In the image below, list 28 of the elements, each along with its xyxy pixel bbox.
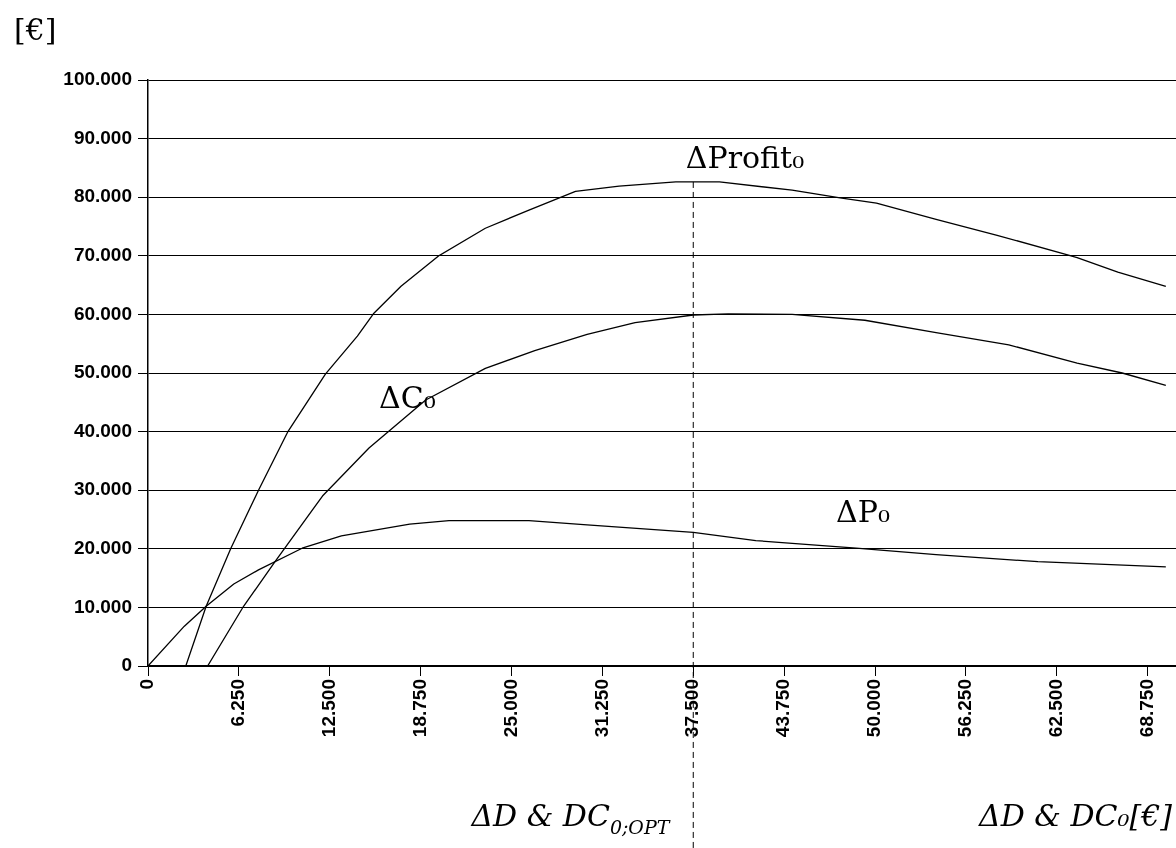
x-tick-label: 31.250 [590,679,612,738]
x-tick-label: 0 [136,679,158,690]
y-tick-label: 10.000 [73,595,132,617]
series-label: ΔP₀ [836,494,890,530]
x-tick-label: 50.000 [863,679,885,738]
series-label: ΔProfit₀ [685,139,805,175]
y-tick-label: 70.000 [73,244,132,266]
y-tick-label: 60.000 [73,302,132,324]
x-tick-label: 25.000 [499,679,521,738]
y-tick-label: 40.000 [73,419,132,441]
y-tick-label: 90.000 [73,126,132,148]
y-tick-label: 100.000 [63,68,132,90]
x-axis-title: ΔD & DC₀[€] [977,798,1173,833]
x-tick-label: 18.750 [408,679,430,738]
x-tick-label: 37.500 [681,679,703,738]
x-tick-label: 43.750 [772,679,794,738]
y-tick-label: 50.000 [73,361,132,383]
x-tick-label: 62.500 [1045,679,1066,738]
series-label: ΔC₀ [379,380,436,416]
x-tick-label: 68.750 [1135,679,1157,738]
y-tick-label: 80.000 [73,185,132,207]
y-tick-label: 0 [121,654,132,676]
x-tick-label: 6.250 [227,679,249,727]
x-tick-label: 56.250 [954,679,976,738]
y-tick-label: 30.000 [73,478,132,500]
y-axis-title: [€] [14,12,57,47]
y-tick-label: 20.000 [73,537,132,559]
x-tick-label: 12.500 [317,679,339,738]
